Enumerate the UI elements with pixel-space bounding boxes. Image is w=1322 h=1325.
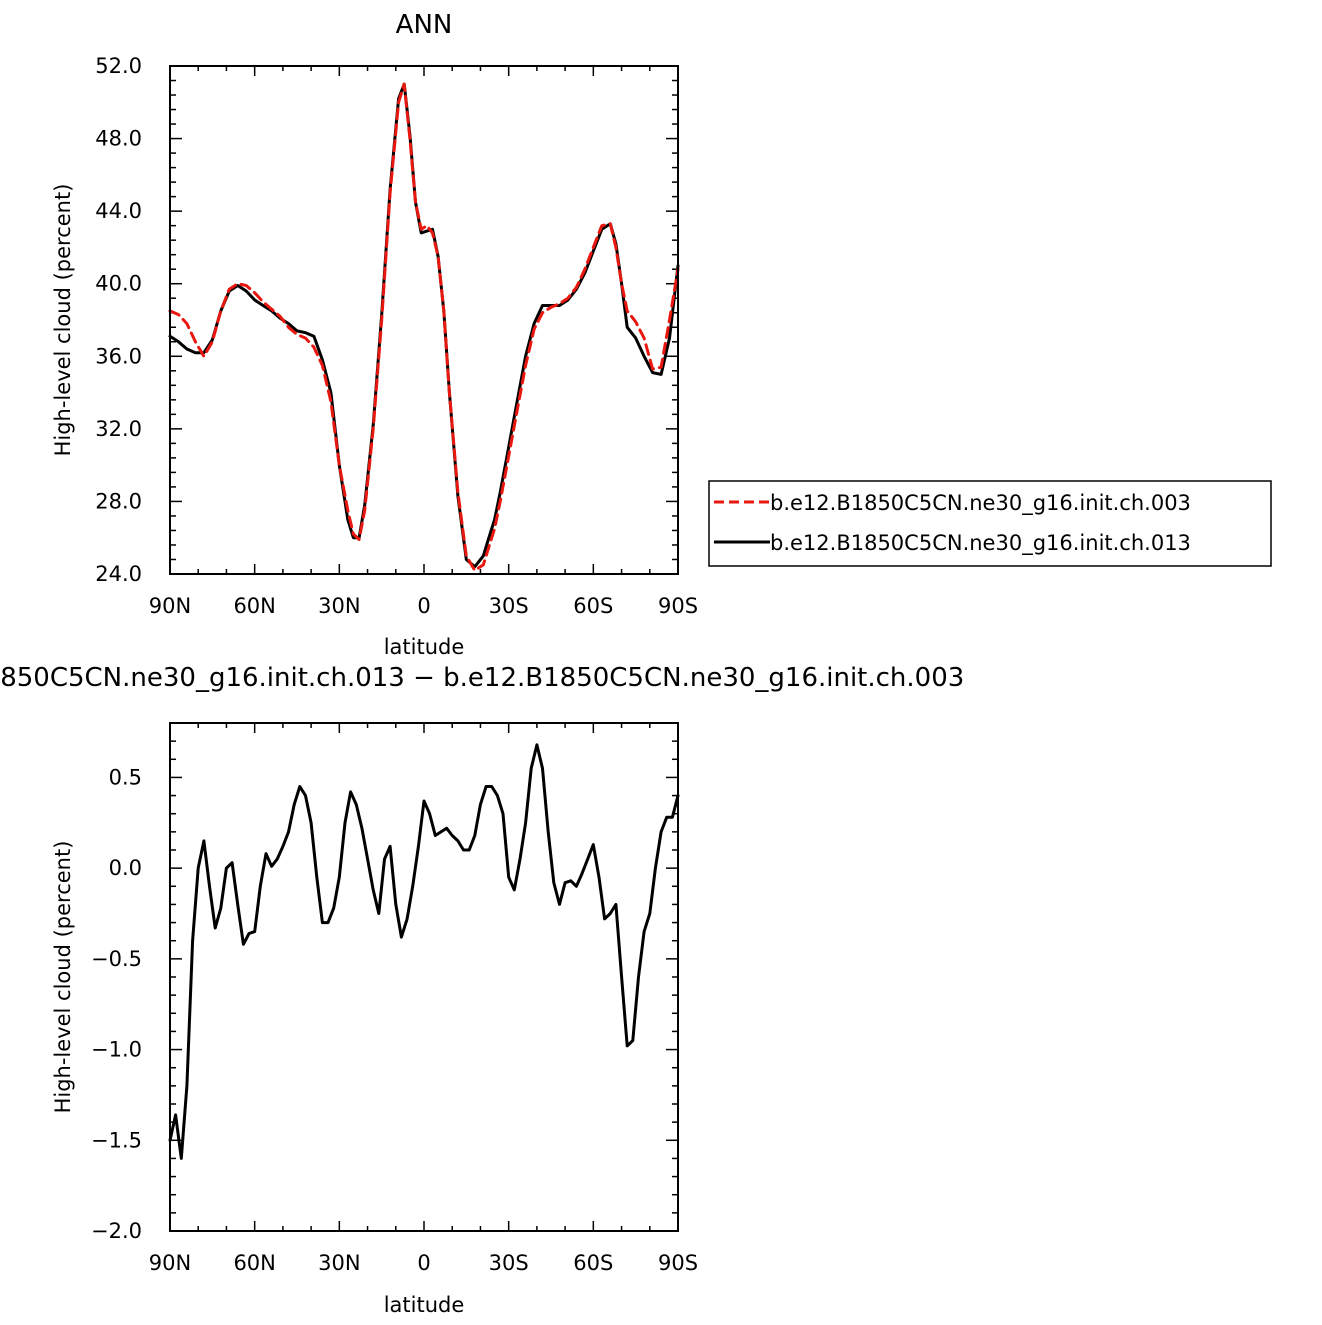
y-tick-label: −2.0 xyxy=(91,1219,142,1243)
bottom-y-axis-title: High-level cloud (percent) xyxy=(51,841,75,1114)
bottom-series-group xyxy=(168,743,680,1160)
bottom-y-tick-labels: −2.0 −1.5 −1.0 −0.5 0.0 0.5 xyxy=(91,765,142,1243)
top-x-tick-labels: 90N 60N 30N 0 30S 60S 90S xyxy=(149,594,698,618)
y-tick-label: 48.0 xyxy=(95,127,142,151)
y-tick-label: 44.0 xyxy=(95,199,142,223)
bottom-panel: b.e12.B1850C5CN.ne30_g16.init.ch.013 − b… xyxy=(0,663,964,1317)
x-tick-label: 30N xyxy=(318,594,360,618)
series-line-0 xyxy=(168,82,680,572)
y-tick-label: 28.0 xyxy=(95,489,142,513)
bottom-axis-ticks xyxy=(169,722,679,1232)
y-tick-label: 52.0 xyxy=(95,54,142,78)
x-tick-label: 30N xyxy=(318,1251,360,1275)
top-plot-frame xyxy=(169,65,679,575)
top-x-axis-title: latitude xyxy=(384,635,465,659)
top-series-group xyxy=(168,82,680,572)
y-tick-label: −0.5 xyxy=(91,947,142,971)
top-axis-ticks xyxy=(169,65,679,575)
x-tick-label: 0 xyxy=(417,1251,430,1275)
y-tick-label: 36.0 xyxy=(95,344,142,368)
x-tick-label: 0 xyxy=(417,594,430,618)
x-tick-label: 90N xyxy=(149,1251,191,1275)
x-tick-label: 90N xyxy=(149,594,191,618)
series-line-0 xyxy=(168,743,680,1160)
y-tick-label: 32.0 xyxy=(95,417,142,441)
x-tick-label: 90S xyxy=(658,1251,698,1275)
top-chart-title: ANN xyxy=(396,10,453,40)
top-y-axis-title: High-level cloud (percent) xyxy=(51,184,75,457)
bottom-chart-title: b.e12.B1850C5CN.ne30_g16.init.ch.013 − b… xyxy=(0,663,964,693)
bottom-x-tick-labels: 90N 60N 30N 0 30S 60S 90S xyxy=(149,1251,698,1275)
y-tick-label: 0.5 xyxy=(109,765,142,789)
y-tick-label: 24.0 xyxy=(95,562,142,586)
x-tick-label: 30S xyxy=(489,594,529,618)
y-tick-label: 0.0 xyxy=(109,856,142,880)
x-tick-label: 90S xyxy=(658,594,698,618)
top-panel: ANN 24.0 28.0 32.0 36.0 40.0 44.0 48.0 52.0 90N… xyxy=(51,10,698,659)
bottom-plot-frame xyxy=(169,722,679,1232)
top-y-tick-labels: 24.0 28.0 32.0 36.0 40.0 44.0 48.0 52.0 xyxy=(95,54,142,586)
legend-frame xyxy=(708,480,1272,567)
legend: b.e12.B1850C5CN.ne30_g16.init.ch.003 b.e… xyxy=(708,480,1272,567)
y-tick-label: −1.5 xyxy=(91,1128,142,1152)
legend-label-003: b.e12.B1850C5CN.ne30_g16.init.ch.003 xyxy=(770,491,1191,516)
series-line-1 xyxy=(168,82,680,569)
x-tick-label: 60S xyxy=(573,1251,613,1275)
x-tick-label: 60N xyxy=(233,1251,275,1275)
legend-label-013: b.e12.B1850C5CN.ne30_g16.init.ch.013 xyxy=(770,531,1191,556)
x-tick-label: 60N xyxy=(233,594,275,618)
x-tick-label: 30S xyxy=(489,1251,529,1275)
y-tick-label: −1.0 xyxy=(91,1038,142,1062)
x-tick-label: 60S xyxy=(573,594,613,618)
y-tick-label: 40.0 xyxy=(95,272,142,296)
bottom-x-axis-title: latitude xyxy=(384,1293,465,1317)
